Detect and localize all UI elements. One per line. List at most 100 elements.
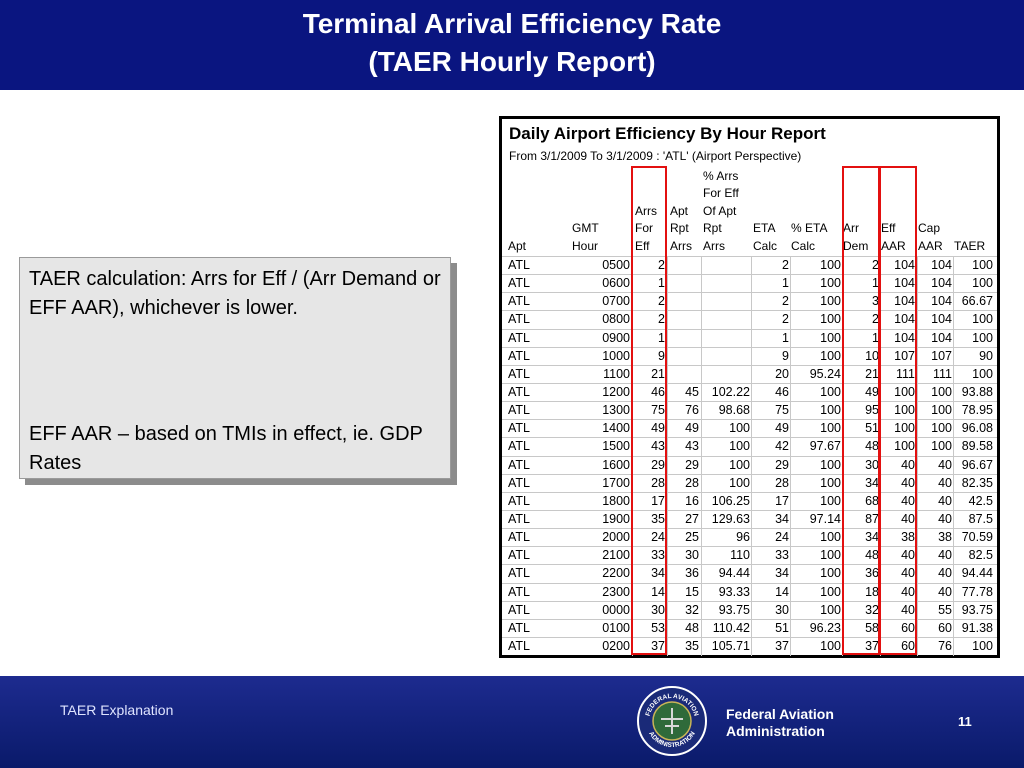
column-divider	[667, 619, 668, 638]
column-divider	[953, 420, 954, 439]
cell-eff_aar: 40	[901, 475, 915, 490]
cell-gmt: 1900	[602, 511, 630, 526]
taer-calculation-text: TAER calculation: Arrs for Eff / (Arr De…	[29, 268, 441, 319]
cell-gmt: 0800	[602, 312, 630, 327]
cell-gmt: 1600	[602, 457, 630, 472]
faa-seal-icon: FEDERAL AVIATION ADMINISTRATION	[637, 686, 707, 756]
cell-arrs_eff: 2	[658, 312, 665, 327]
column-divider	[667, 583, 668, 602]
column-divider	[917, 547, 918, 566]
cell-cap_aar: 40	[938, 511, 952, 526]
column-header-line: Rpt	[703, 221, 722, 235]
cell-eta: 1	[782, 330, 789, 345]
cell-pct_eta: 97.14	[809, 511, 841, 526]
cell-eff_aar: 100	[894, 403, 915, 418]
column-divider	[917, 510, 918, 529]
cell-pct_arrs	[702, 348, 750, 366]
cell-apt: ATL	[508, 348, 530, 363]
cell-arrs_eff: 17	[651, 493, 665, 508]
column-header-line: Rpt	[670, 221, 689, 235]
cell-taer: 93.88	[961, 384, 993, 399]
cell-cap_aar: 104	[931, 258, 952, 272]
column-divider	[667, 547, 668, 566]
cell-eff_aar: 38	[901, 530, 915, 545]
cell-apt: ATL	[508, 384, 530, 399]
cell-cap_aar: 40	[938, 566, 952, 581]
cell-arr_dem: 49	[865, 384, 879, 399]
column-divider	[917, 438, 918, 457]
column-divider	[751, 492, 752, 511]
cell-taer: 66.67	[961, 294, 993, 309]
cell-eff_aar: 40	[901, 584, 915, 599]
cell-pct_arrs: 94.44	[718, 566, 750, 581]
cell-taer: 77.78	[961, 584, 993, 599]
cell-eta: 9	[782, 348, 789, 363]
column-header-arrs_eff: Arrs For Eff	[635, 163, 657, 255]
table-row: ATL 1900 35 27 129.63 34 97.14 87 40 40 87.5	[502, 509, 997, 529]
column-header-line: Dem	[843, 238, 869, 253]
cell-apt: ATL	[508, 638, 530, 653]
column-header-eta: ETA Calc	[753, 163, 777, 255]
highlight-box-arrs-for-eff	[631, 166, 667, 655]
cell-apt: ATL	[508, 602, 530, 617]
cell-apt_rpt	[669, 293, 699, 311]
column-divider	[917, 402, 918, 421]
cell-cap_aar: 40	[938, 493, 952, 508]
column-header-apt: Apt	[508, 163, 526, 255]
column-divider	[790, 275, 791, 294]
column-divider	[953, 510, 954, 529]
column-divider	[790, 347, 791, 366]
column-divider	[953, 474, 954, 493]
column-divider	[790, 329, 791, 348]
column-divider	[751, 293, 752, 312]
column-divider	[917, 492, 918, 511]
cell-eta: 29	[775, 457, 789, 472]
column-divider	[667, 257, 668, 275]
cell-cap_aar: 100	[931, 439, 952, 454]
cell-arr_dem: 21	[865, 366, 879, 381]
column-divider	[790, 420, 791, 439]
table-row: ATL 1200 46 45 102.22 46 100 49 100 100 93.88	[502, 382, 997, 402]
table-row: ATL 2100 33 30 110 33 100 48 40 40 82.5	[502, 546, 997, 566]
cell-taer: 96.08	[961, 421, 993, 436]
cell-apt: ATL	[508, 620, 530, 635]
column-header-taer: TAER	[954, 163, 985, 255]
column-header-line: Of Apt	[703, 203, 737, 218]
report-title: Daily Airport Efficiency By Hour Report	[509, 124, 826, 143]
column-header-line: For Eff	[703, 186, 739, 200]
column-header-line: Calc	[791, 238, 816, 253]
column-divider	[667, 293, 668, 312]
column-header-pct_arrs: % Arrs For Eff Of Apt Rpt Arrs	[703, 163, 739, 255]
cell-cap_aar: 55	[938, 602, 952, 617]
column-divider	[790, 383, 791, 402]
column-header-gmt: GMT Hour	[572, 163, 599, 255]
cell-eta: 46	[775, 384, 789, 399]
cell-arr_dem: 30	[865, 457, 879, 472]
cell-cap_aar: 40	[938, 548, 952, 563]
slide-header: Terminal Arrival Efficiency Rate (TAER H…	[0, 0, 1024, 90]
cell-apt: ATL	[508, 439, 530, 454]
column-header-line: Apt	[670, 203, 689, 218]
table-row: ATL 1600 29 29 100 29 100 30 40 40 96.67	[502, 455, 997, 475]
cell-apt_rpt: 49	[685, 421, 699, 436]
cell-pct_arrs: 93.75	[718, 602, 750, 617]
column-divider	[751, 601, 752, 620]
cell-gmt: 2100	[602, 548, 630, 563]
cell-pct_eta: 100	[820, 475, 841, 490]
cell-pct_eta: 100	[820, 294, 841, 309]
cell-taer: 94.44	[961, 566, 993, 581]
cell-taer: 91.38	[961, 620, 993, 635]
cell-eta: 34	[775, 566, 789, 581]
efficiency-report-table: Daily Airport Efficiency By Hour Report …	[499, 116, 1000, 658]
column-divider	[667, 637, 668, 656]
column-header-line: TAER	[954, 238, 986, 253]
column-header-line: GMT	[572, 221, 599, 235]
cell-arr_dem: 1	[872, 276, 879, 291]
column-divider	[701, 456, 702, 475]
column-header-pct_eta: % ETA Calc	[791, 163, 827, 255]
column-divider	[917, 293, 918, 312]
cell-apt_rpt	[669, 330, 699, 348]
cell-eta: 49	[775, 421, 789, 436]
column-divider	[701, 438, 702, 457]
column-divider	[917, 311, 918, 330]
